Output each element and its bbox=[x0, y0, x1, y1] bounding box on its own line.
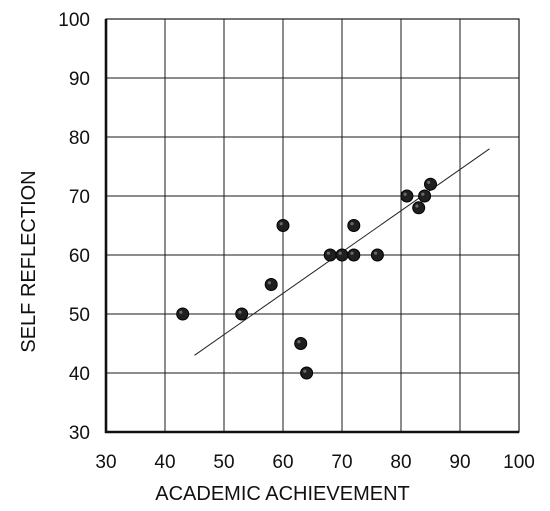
data-point bbox=[176, 307, 190, 321]
data-point bbox=[335, 248, 349, 262]
data-points bbox=[176, 177, 437, 380]
data-point-marker bbox=[294, 337, 308, 350]
data-point bbox=[276, 219, 290, 232]
data-point bbox=[400, 189, 414, 203]
data-point-shine bbox=[338, 251, 342, 255]
data-point bbox=[370, 248, 384, 262]
grid-lines bbox=[105, 18, 520, 433]
data-point-marker bbox=[370, 248, 384, 262]
data-point-marker bbox=[418, 189, 432, 203]
data-point bbox=[294, 337, 308, 350]
x-tick-label: 70 bbox=[331, 452, 352, 473]
plot-frame bbox=[105, 18, 520, 433]
data-point-shine bbox=[427, 180, 431, 184]
x-tick-label: 60 bbox=[272, 452, 293, 473]
data-point bbox=[412, 201, 426, 215]
data-point-marker bbox=[424, 177, 437, 191]
data-point-shine bbox=[238, 310, 242, 314]
data-point-shine bbox=[421, 192, 425, 196]
data-point-shine bbox=[415, 204, 419, 208]
data-point bbox=[323, 248, 337, 262]
y-tick-label: 80 bbox=[69, 128, 90, 149]
x-tick-label: 40 bbox=[154, 452, 175, 473]
data-point-shine bbox=[303, 369, 307, 373]
y-axis-title: SELF REFLECTION bbox=[18, 170, 40, 352]
data-point-marker bbox=[176, 307, 190, 321]
data-point bbox=[418, 189, 432, 203]
tick-labels: 30 40 50 60 70 80 90 100 30 40 50 60 70 80 90 100 bbox=[58, 10, 535, 473]
data-point-marker bbox=[323, 248, 337, 262]
data-point bbox=[264, 278, 278, 291]
data-point bbox=[235, 307, 249, 321]
data-point-shine bbox=[279, 222, 283, 226]
data-point-marker bbox=[276, 219, 290, 232]
data-point-shine bbox=[403, 192, 407, 196]
data-point-shine bbox=[350, 222, 354, 226]
data-point bbox=[300, 366, 314, 380]
x-tick-label: 50 bbox=[213, 452, 234, 473]
data-point-marker bbox=[335, 248, 349, 262]
data-point bbox=[424, 177, 437, 191]
y-tick-label: 100 bbox=[58, 10, 90, 31]
data-point-shine bbox=[179, 310, 183, 314]
data-point-marker bbox=[235, 307, 249, 321]
x-tick-label: 80 bbox=[390, 452, 411, 473]
x-tick-label: 90 bbox=[449, 452, 470, 473]
x-tick-label: 30 bbox=[95, 452, 116, 473]
data-point-shine bbox=[374, 251, 378, 255]
data-point-shine bbox=[326, 251, 330, 255]
data-point-marker bbox=[300, 366, 314, 380]
data-point-marker bbox=[347, 219, 361, 232]
y-tick-label: 30 bbox=[69, 423, 90, 444]
data-point-marker bbox=[264, 278, 278, 291]
data-point-marker bbox=[347, 248, 361, 262]
axes bbox=[104, 19, 519, 434]
x-axis-title: ACADEMIC ACHIEVEMENT bbox=[155, 483, 409, 505]
data-point-shine bbox=[350, 251, 354, 255]
y-tick-label: 90 bbox=[69, 69, 90, 90]
data-point-marker bbox=[400, 189, 414, 203]
data-point bbox=[347, 248, 361, 262]
y-tick-label: 50 bbox=[69, 305, 90, 326]
x-tick-label: 100 bbox=[503, 452, 535, 473]
data-point-shine bbox=[297, 340, 301, 344]
data-point bbox=[347, 219, 361, 232]
y-tick-label: 40 bbox=[69, 364, 90, 385]
data-point-marker bbox=[412, 201, 426, 215]
y-tick-label: 60 bbox=[69, 246, 90, 267]
data-point-shine bbox=[267, 281, 271, 285]
y-tick-label: 70 bbox=[69, 187, 90, 208]
